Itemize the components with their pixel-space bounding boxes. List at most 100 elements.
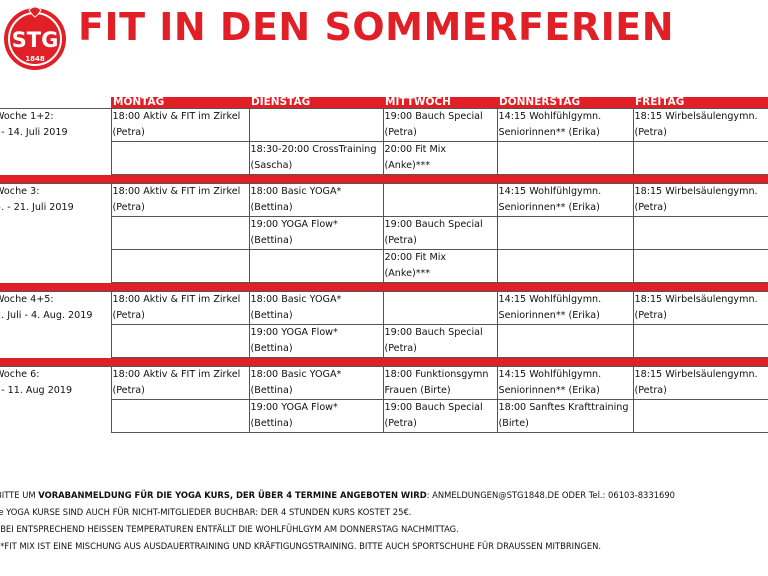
class-cell: (Petra) bbox=[382, 416, 497, 433]
class-cell bbox=[496, 216, 633, 233]
schedule-row: Woche 6: . - 11. Aug 2019 18:00 Aktiv & FI… bbox=[0, 366, 768, 433]
footer-notes: BITTE UM VORABANMELDUNG FÜR DIE YOGA KUR… bbox=[0, 487, 675, 555]
class-cell bbox=[632, 399, 768, 416]
header-wednesday: MITTWOCH bbox=[383, 97, 497, 109]
class-cell: (Sascha) bbox=[248, 158, 383, 175]
class-cell: (Bettina) bbox=[248, 416, 383, 433]
class-cell bbox=[496, 141, 633, 158]
week-dates: 2. Juli - 4. Aug. 2019 bbox=[0, 310, 93, 321]
class-cell: (Petra) bbox=[110, 308, 249, 325]
week-label: Woche 6: bbox=[0, 369, 40, 380]
header-tuesday: DIENSTAG bbox=[249, 97, 383, 109]
class-cell: 19:00 Bauch Special bbox=[382, 216, 497, 233]
class-cell bbox=[496, 341, 633, 358]
class-cell bbox=[632, 141, 768, 158]
class-cell bbox=[110, 266, 249, 283]
schedule-table: MONTAG DIENSTAG MITTWOCH DONNERSTAG FREI… bbox=[0, 97, 768, 433]
class-cell: 14:15 Wohlfühlgymn. bbox=[496, 291, 633, 308]
class-cell: 18:15 Wirbelsäulengymn. bbox=[632, 183, 768, 200]
class-cell: (Petra) bbox=[110, 200, 249, 217]
class-cell bbox=[110, 216, 249, 233]
week-dates: 5. - 21. Juli 2019 bbox=[0, 202, 74, 213]
class-cell bbox=[110, 399, 249, 416]
class-cell bbox=[632, 324, 768, 341]
class-cell: 19:00 Bauch Special bbox=[382, 324, 497, 341]
class-cell bbox=[110, 233, 249, 250]
class-cell bbox=[496, 249, 633, 266]
class-cell bbox=[248, 108, 383, 125]
class-cell: (Petra) bbox=[110, 383, 249, 400]
schedule-row: (Sascha) (Anke)*** bbox=[0, 158, 768, 175]
class-cell: (Petra) bbox=[382, 341, 497, 358]
header-row: MONTAG DIENSTAG MITTWOCH DONNERSTAG FREI… bbox=[0, 97, 768, 109]
class-cell: 18:00 Sanftes Krafttraining bbox=[496, 399, 633, 416]
class-cell: 18:00 Basic YOGA* bbox=[248, 366, 383, 383]
class-cell bbox=[382, 183, 497, 200]
schedule-row: 18:30-20:00 CrossTraining 20:00 Fit Mix bbox=[0, 141, 768, 158]
class-cell bbox=[632, 158, 768, 175]
footer-line-1-post: : ANMELDUNGEN@STG1848.DE ODER Tel.: 0610… bbox=[426, 490, 676, 500]
class-cell: (Petra) bbox=[632, 125, 768, 142]
class-cell: 18:30-20:00 CrossTraining bbox=[248, 141, 383, 158]
class-cell bbox=[632, 249, 768, 266]
class-cell: 18:00 Basic YOGA* bbox=[248, 183, 383, 200]
class-cell: 19:00 YOGA Flow* bbox=[248, 216, 383, 233]
class-cell bbox=[496, 158, 633, 175]
week-label: Woche 3: bbox=[0, 186, 40, 197]
class-cell: 18:15 Wirbelsäulengymn. bbox=[632, 108, 768, 125]
week-cell: Woche 1+2: . - 14. Juli 2019 bbox=[0, 108, 111, 175]
class-cell: (Bettina) bbox=[248, 233, 383, 250]
class-cell: Seniorinnen** (Erika) bbox=[496, 125, 633, 142]
logo-year: 1848 bbox=[25, 55, 45, 63]
class-cell: 18:00 Aktiv & FIT im Zirkel bbox=[110, 366, 249, 383]
class-cell: (Petra) bbox=[382, 125, 497, 142]
class-cell: 18:00 Aktiv & FIT im Zirkel bbox=[110, 291, 249, 308]
schedule-body: Woche 1+2: . - 14. Juli 2019 18:00 Aktiv &… bbox=[0, 108, 768, 433]
class-cell: 14:15 Wohlfühlgymn. bbox=[496, 108, 633, 125]
schedule-row: Woche 1+2: . - 14. Juli 2019 18:00 Aktiv &… bbox=[0, 108, 768, 175]
class-cell bbox=[110, 249, 249, 266]
week-cell: Woche 6: . - 11. Aug 2019 bbox=[0, 366, 111, 433]
footer-line-2: ie YOGA KURSE SIND AUCH FÜR NICHT-MITGLI… bbox=[0, 507, 412, 517]
class-cell: 19:00 Bauch Special bbox=[382, 108, 497, 125]
week-dates: . - 11. Aug 2019 bbox=[0, 385, 73, 396]
class-cell: (Bettina) bbox=[248, 341, 383, 358]
class-cell: (Anke)*** bbox=[382, 158, 497, 175]
class-cell bbox=[382, 291, 497, 308]
week-separator-bar bbox=[0, 357, 768, 367]
footer-line-1-bold: VORABANMELDUNG FÜR DIE YOGA KURS, DER ÜB… bbox=[38, 490, 427, 500]
schedule-row: (Petra) (Bettina) Seniorinnen** (Erika) (Pe… bbox=[0, 200, 768, 217]
class-cell: 18:00 Funktionsgymn bbox=[382, 366, 497, 383]
class-cell bbox=[632, 416, 768, 433]
class-cell: (Petra) bbox=[382, 233, 497, 250]
week-separator-bar bbox=[0, 174, 768, 184]
class-cell: 18:00 Basic YOGA* bbox=[248, 291, 383, 308]
class-cell: 18:15 Wirbelsäulengymn. bbox=[632, 366, 768, 383]
class-cell bbox=[382, 308, 497, 325]
class-cell: (Petra) bbox=[632, 383, 768, 400]
class-cell: Seniorinnen** (Erika) bbox=[496, 383, 633, 400]
class-cell: (Birte) bbox=[496, 416, 633, 433]
class-cell: 20:00 Fit Mix bbox=[382, 141, 497, 158]
class-cell bbox=[248, 266, 383, 283]
class-cell: Seniorinnen** (Erika) bbox=[496, 308, 633, 325]
class-cell bbox=[382, 200, 497, 217]
class-cell bbox=[496, 324, 633, 341]
header-friday: FREITAG bbox=[633, 97, 768, 109]
class-cell: (Petra) bbox=[632, 308, 768, 325]
week-separator bbox=[0, 174, 768, 184]
footer-line-4: **FIT MIX IST EINE MISCHUNG AUS AUSDAUER… bbox=[0, 541, 602, 551]
header-thursday: DONNERSTAG bbox=[497, 97, 633, 109]
class-cell bbox=[632, 266, 768, 283]
week-separator bbox=[0, 282, 768, 292]
page-title: FIT IN DEN SOMMERFERIEN bbox=[78, 5, 675, 49]
logo-text: STG bbox=[12, 28, 59, 52]
schedule-row: (Petra) (Petra) Seniorinnen** (Erika) (Petr… bbox=[0, 125, 768, 142]
schedule-row: 19:00 YOGA Flow* 19:00 Bauch Special bbox=[0, 216, 768, 233]
class-cell: (Petra) bbox=[110, 125, 249, 142]
class-cell bbox=[110, 341, 249, 358]
class-cell: 18:00 Aktiv & FIT im Zirkel bbox=[110, 183, 249, 200]
schedule-row: (Bettina) (Petra) (Birte) bbox=[0, 416, 768, 433]
class-cell bbox=[110, 141, 249, 158]
class-cell: 14:15 Wohlfühlgymn. bbox=[496, 183, 633, 200]
